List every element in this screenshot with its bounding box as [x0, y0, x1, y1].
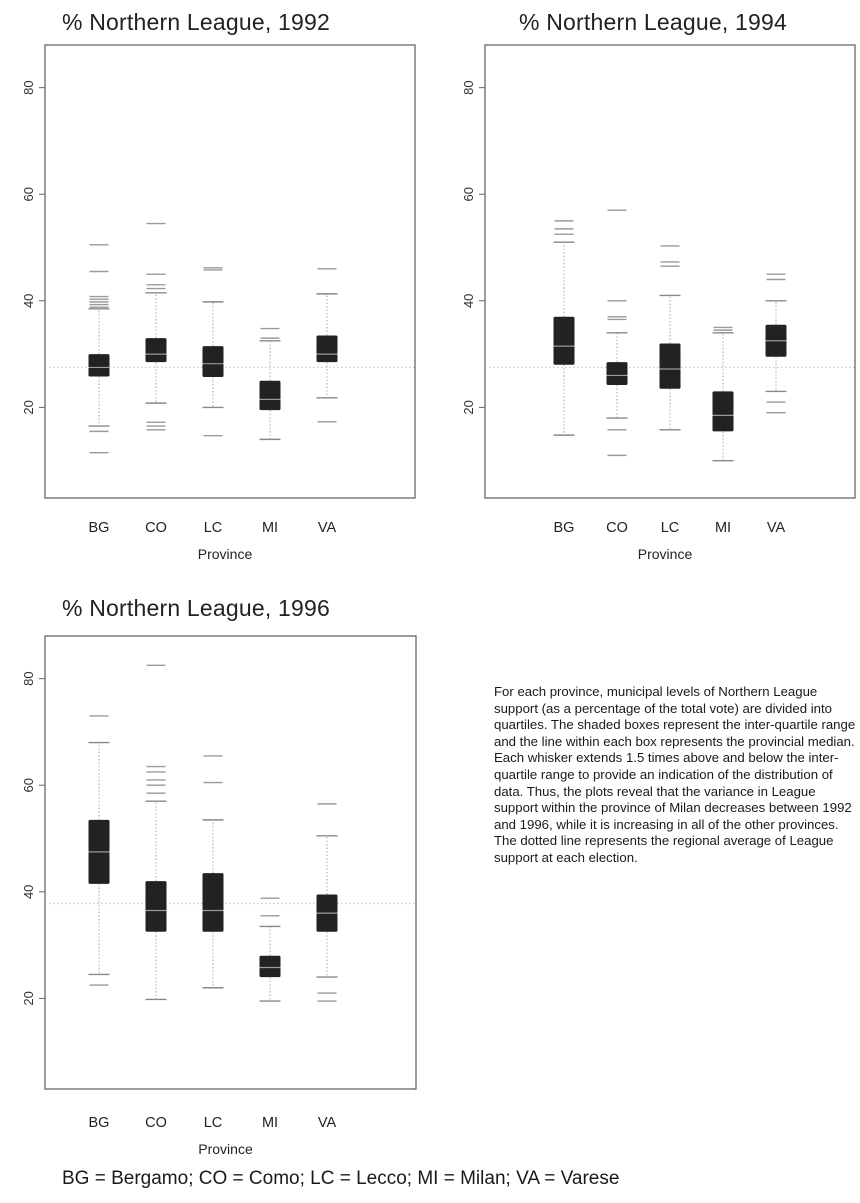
box-CO	[145, 664, 167, 1001]
box-VA	[316, 268, 338, 423]
box-MI	[259, 897, 281, 1002]
x-tick-label: VA	[318, 520, 337, 536]
y-tick-label: 80	[461, 80, 476, 94]
y-tick-label: 20	[461, 400, 476, 414]
x-axis-title: Province	[638, 546, 693, 562]
x-tick-label: BG	[554, 520, 575, 536]
iqr-box	[202, 346, 224, 378]
x-tick-label: VA	[318, 1115, 337, 1131]
y-tick-label: 60	[21, 187, 36, 201]
boxplot-1992-svg: 20 40 60 80 BG CO LC MI VA Province	[21, 44, 416, 562]
box-LC	[202, 267, 224, 437]
iqr-box	[259, 380, 281, 411]
iqr-box	[553, 316, 575, 365]
box-BG	[88, 715, 110, 986]
iqr-box	[659, 343, 681, 389]
iqr-box	[145, 338, 167, 363]
plot-frame	[484, 44, 856, 499]
iqr-box	[145, 881, 167, 932]
y-tick-label: 40	[461, 294, 476, 308]
iqr-box	[88, 354, 110, 377]
box-CO	[606, 209, 628, 457]
box-LC	[202, 755, 224, 989]
iqr-box	[712, 391, 734, 432]
boxplot-1992: % Northern League, 1992 20 40 60 80 BG CO LC MI…	[0, 0, 420, 580]
x-tick-label: BG	[89, 520, 110, 536]
iqr-box	[316, 335, 338, 363]
iqr-box	[202, 873, 224, 932]
iqr-box	[259, 955, 281, 978]
chart-title: % Northern League, 1994	[519, 9, 788, 35]
boxplot-1996: % Northern League, 1996 20 40 60 80 BG CO LC MI…	[0, 590, 420, 1180]
x-tick-label: BG	[89, 1115, 110, 1131]
x-tick-label: MI	[715, 520, 731, 536]
y-tick-label: 60	[461, 187, 476, 201]
boxplot-1996-svg: 20 40 60 80 BG CO LC MI VA Province	[21, 635, 417, 1157]
chart-title: % Northern League, 1992	[62, 9, 331, 35]
x-tick-label: LC	[661, 520, 680, 536]
box-VA	[765, 273, 787, 414]
x-tick-label: CO	[145, 520, 167, 536]
y-tick-label: 20	[21, 991, 36, 1005]
x-tick-label: CO	[606, 520, 628, 536]
boxplot-1994-svg: 20 40 60 80 BG CO LC MI VA Province	[461, 44, 856, 562]
x-tick-label: LC	[204, 1115, 223, 1131]
box-VA	[316, 803, 338, 1002]
box-LC	[659, 245, 681, 431]
y-tick-label: 40	[21, 294, 36, 308]
box-MI	[259, 327, 281, 441]
box-MI	[712, 326, 734, 462]
boxplot-1994: % Northern League, 1994 20 40 60 80 BG CO LC MI…	[440, 0, 860, 580]
y-tick-label: 80	[21, 80, 36, 94]
iqr-box	[606, 362, 628, 386]
figure-caption: For each province, municipal levels of N…	[494, 684, 856, 865]
y-tick-label: 80	[21, 671, 36, 685]
plot-frame	[44, 44, 416, 499]
x-tick-label: CO	[145, 1115, 167, 1131]
y-tick-label: 40	[21, 885, 36, 899]
y-tick-label: 20	[21, 400, 36, 414]
x-tick-label: MI	[262, 520, 278, 536]
y-tick-label: 60	[21, 778, 36, 792]
box-BG	[553, 220, 575, 436]
x-axis-title: Province	[198, 1141, 253, 1157]
box-CO	[145, 222, 167, 431]
chart-title: % Northern League, 1996	[62, 595, 331, 621]
x-tick-label: MI	[262, 1115, 278, 1131]
province-key: BG = Bergamo; CO = Como; LC = Lecco; MI …	[62, 1168, 620, 1189]
box-BG	[88, 244, 110, 454]
x-axis-title: Province	[198, 546, 253, 562]
x-tick-label: LC	[204, 520, 223, 536]
plot-frame	[44, 635, 417, 1090]
x-tick-label: VA	[767, 520, 786, 536]
